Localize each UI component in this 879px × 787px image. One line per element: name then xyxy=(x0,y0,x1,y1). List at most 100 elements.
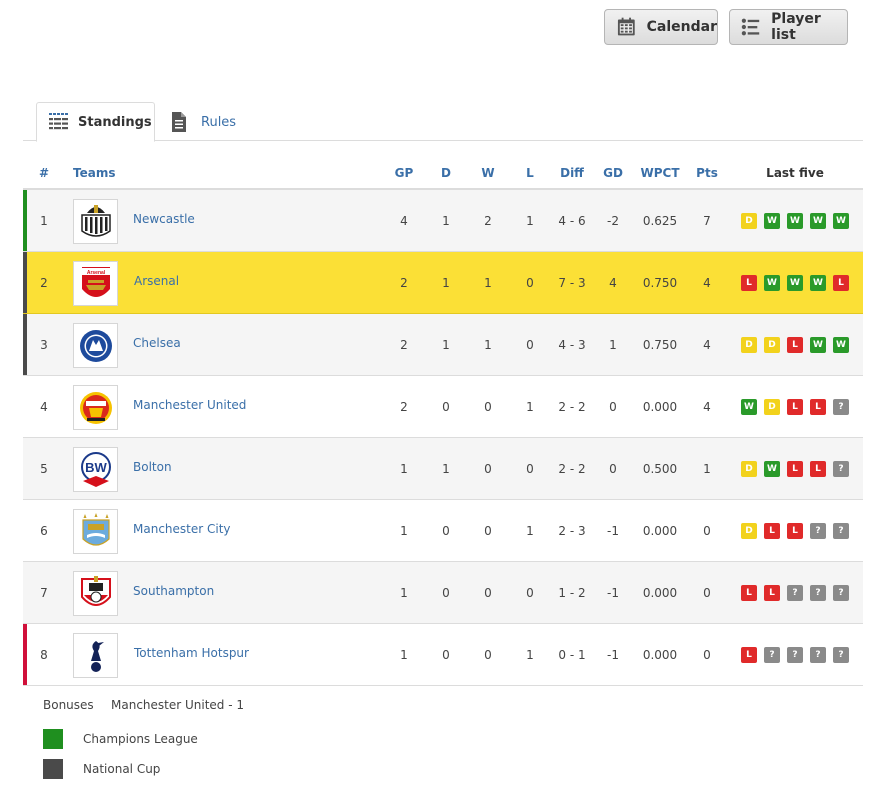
col-d[interactable]: D xyxy=(441,166,451,180)
result-badge[interactable]: ? xyxy=(810,646,826,663)
result-badge[interactable]: ? xyxy=(787,646,803,663)
col-diff[interactable]: Diff xyxy=(560,166,584,180)
cell-pts: 0 xyxy=(703,585,711,600)
result-badge[interactable]: L xyxy=(833,274,849,291)
result-badge[interactable]: L xyxy=(787,336,803,353)
col-gp[interactable]: GP xyxy=(394,166,414,180)
calendar-button[interactable]: Calendar xyxy=(604,9,718,45)
result-badge[interactable]: W xyxy=(810,212,826,229)
team-name-link[interactable]: Tottenham Hotspur xyxy=(134,645,249,660)
table-row[interactable]: 8 1 0 0 1 0 - 1 -1 0.000 0 Tottenham Hotspur L???? xyxy=(23,624,863,686)
result-badge[interactable]: D xyxy=(741,212,757,229)
player-list-button[interactable]: Player list xyxy=(729,9,848,45)
cell-rank: 4 xyxy=(40,399,48,414)
cell-pts: 1 xyxy=(703,461,711,476)
result-badge[interactable]: ? xyxy=(764,646,780,663)
result-badge[interactable]: L xyxy=(764,584,780,601)
result-badge[interactable]: D xyxy=(764,398,780,415)
result-badge[interactable]: D xyxy=(764,336,780,353)
manchester-united-crest[interactable] xyxy=(73,385,118,430)
result-badge[interactable]: ? xyxy=(810,522,826,539)
cell-wpct: 0.000 xyxy=(642,399,678,414)
result-badge[interactable]: L xyxy=(787,460,803,477)
result-badge[interactable]: W xyxy=(764,460,780,477)
col-rank[interactable]: # xyxy=(38,166,50,180)
tab-bar: Standings Rules xyxy=(23,102,863,142)
chelsea-crest[interactable] xyxy=(73,323,118,368)
col-teams[interactable]: Teams xyxy=(73,166,116,180)
newcastle-crest[interactable] xyxy=(73,199,118,244)
cell-pts: 4 xyxy=(703,337,711,352)
cell-gp: 1 xyxy=(400,461,408,476)
col-wpct[interactable]: WPCT xyxy=(640,166,680,180)
southampton-crest[interactable] xyxy=(73,571,118,616)
result-badge[interactable]: L xyxy=(787,522,803,539)
result-badge[interactable]: ? xyxy=(833,646,849,663)
tab-standings[interactable]: Standings xyxy=(36,102,155,142)
result-badge[interactable]: W xyxy=(764,212,780,229)
team-name-link[interactable]: Newcastle xyxy=(133,211,195,226)
result-badge[interactable]: W xyxy=(810,336,826,353)
svg-text:Arsenal: Arsenal xyxy=(86,270,105,276)
col-l[interactable]: L xyxy=(526,166,534,180)
tottenham-crest[interactable] xyxy=(73,633,118,678)
cell-gd: -1 xyxy=(607,647,619,662)
team-name-link[interactable]: Chelsea xyxy=(133,335,181,350)
result-badge[interactable]: ? xyxy=(833,522,849,539)
team-name-link[interactable]: Bolton xyxy=(133,459,172,474)
col-gd[interactable]: GD xyxy=(603,166,623,180)
cell-rank: 5 xyxy=(40,461,48,476)
result-badge[interactable]: W xyxy=(810,274,826,291)
result-badge[interactable]: L xyxy=(741,274,757,291)
standings-grid-icon xyxy=(49,113,68,130)
calendar-button-label: Calendar xyxy=(646,19,717,35)
arsenal-crest[interactable]: Arsenal xyxy=(73,261,118,306)
table-row[interactable]: 7 1 0 0 0 1 - 2 -1 0.000 0 Southampton L L??? xyxy=(23,562,863,624)
result-badge[interactable]: W xyxy=(741,398,757,415)
result-badge[interactable]: L xyxy=(764,522,780,539)
result-badge[interactable]: L xyxy=(810,460,826,477)
cell-gd: 4 xyxy=(609,275,617,290)
cell-d: 0 xyxy=(442,399,450,414)
result-badge[interactable]: ? xyxy=(833,398,849,415)
col-pts[interactable]: Pts xyxy=(696,166,718,180)
team-name-link[interactable]: Manchester United xyxy=(133,397,247,412)
result-badge[interactable]: ? xyxy=(787,584,803,601)
result-badge[interactable]: L xyxy=(810,398,826,415)
result-badge[interactable]: D xyxy=(741,336,757,353)
tab-rules[interactable]: Rules xyxy=(169,102,236,142)
team-name-link[interactable]: Southampton xyxy=(133,583,215,598)
result-badge[interactable]: W xyxy=(833,336,849,353)
result-badge[interactable]: ? xyxy=(810,584,826,601)
cell-wpct: 0.000 xyxy=(642,585,678,600)
cell-w: 0 xyxy=(484,461,492,476)
col-w[interactable]: W xyxy=(481,166,495,180)
result-badge[interactable]: ? xyxy=(833,584,849,601)
cell-d: 0 xyxy=(442,585,450,600)
cell-gd: -1 xyxy=(607,585,619,600)
result-badge[interactable]: W xyxy=(787,274,803,291)
cell-rank: 1 xyxy=(40,213,48,228)
result-badge[interactable]: L xyxy=(787,398,803,415)
result-badge[interactable]: W xyxy=(833,212,849,229)
result-badge[interactable]: W xyxy=(764,274,780,291)
result-badge[interactable]: D xyxy=(741,460,757,477)
result-badge[interactable]: D xyxy=(741,522,757,539)
result-badge[interactable]: L xyxy=(741,584,757,601)
manchester-city-crest[interactable] xyxy=(73,509,118,554)
result-badge[interactable]: ? xyxy=(833,460,849,477)
standings-table: # Teams GP D W L Diff GD WPCT Pts Last f… xyxy=(23,158,863,686)
result-badge[interactable]: W xyxy=(787,212,803,229)
cell-pts: 4 xyxy=(703,399,711,414)
bonuses: Bonuses Manchester United - 1 xyxy=(43,698,244,712)
bolton-crest[interactable]: BW xyxy=(73,447,118,492)
result-badge[interactable]: L xyxy=(741,646,757,663)
team-name-link[interactable]: Manchester City xyxy=(133,521,231,536)
team-name-link[interactable]: Arsenal xyxy=(134,273,180,288)
